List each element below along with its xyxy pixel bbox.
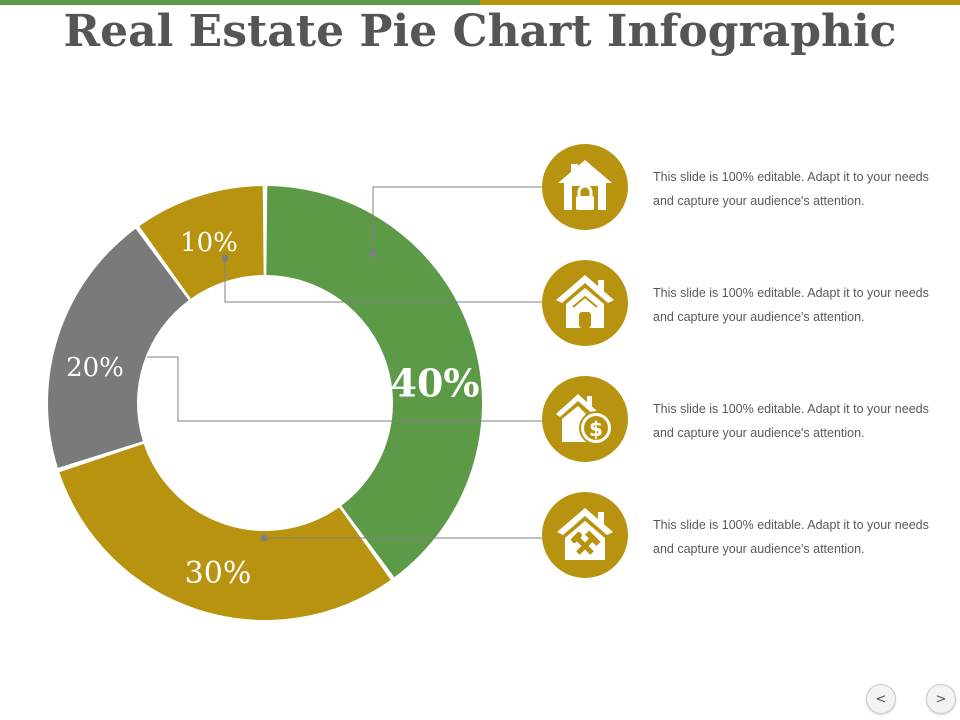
connector-dot-2 [221,254,229,262]
house-icon [542,260,628,346]
donut-slice-40pct [266,186,482,578]
info-text-3: This slide is 100% editable. Adapt it to… [653,402,929,440]
svg-text:$: $ [589,417,603,441]
page-title: Real Estate Pie Chart Infographic [63,6,897,57]
slice-label-10pct: 10% [180,228,238,258]
connector-line-2 [224,258,542,303]
info-text-4: This slide is 100% editable. Adapt it to… [653,518,929,556]
info-item-1: This slide is 100% editable. Adapt it to… [540,144,940,232]
slice-label-30pct: 30% [185,556,252,591]
connector-lines [147,186,542,542]
house-dollar-icon: $ [542,376,628,462]
info-item-4: This slide is 100% editable. Adapt it to… [540,492,940,580]
donut-slice-20pct [47,228,189,468]
house-tools-icon-glyph [557,508,613,560]
info-text-1: This slide is 100% editable. Adapt it to… [653,170,929,208]
info-item-3: $ This slide is 100% editable. Adapt it … [540,376,940,464]
house-tools-icon [542,492,628,578]
top-accent-bar [0,0,960,5]
slice-label-20pct: 20% [66,353,124,383]
connector-line-3 [147,356,542,422]
prev-slide-button[interactable]: < [866,684,896,714]
donut-slices [47,186,482,620]
donut-slice-30pct [59,443,391,620]
house-lock-icon-glyph [558,160,612,210]
info-text-2: This slide is 100% editable. Adapt it to… [653,286,929,324]
slice-labels: 40% 30% 20% 10% [66,228,479,591]
slice-label-40pct: 40% [391,361,480,406]
connector-dot-1 [369,250,377,258]
connector-line-1 [372,186,542,254]
house-dollar-icon-glyph: $ [556,394,613,445]
top-bar-green [0,0,480,5]
donut-slice-10pct [139,186,264,299]
house-icon-glyph [556,275,614,328]
info-item-2: This slide is 100% editable. Adapt it to… [540,260,940,348]
house-lock-icon [542,144,628,230]
connector-dot-3 [260,534,268,542]
top-bar-gold [480,0,960,5]
next-slide-button[interactable]: > [926,684,956,714]
